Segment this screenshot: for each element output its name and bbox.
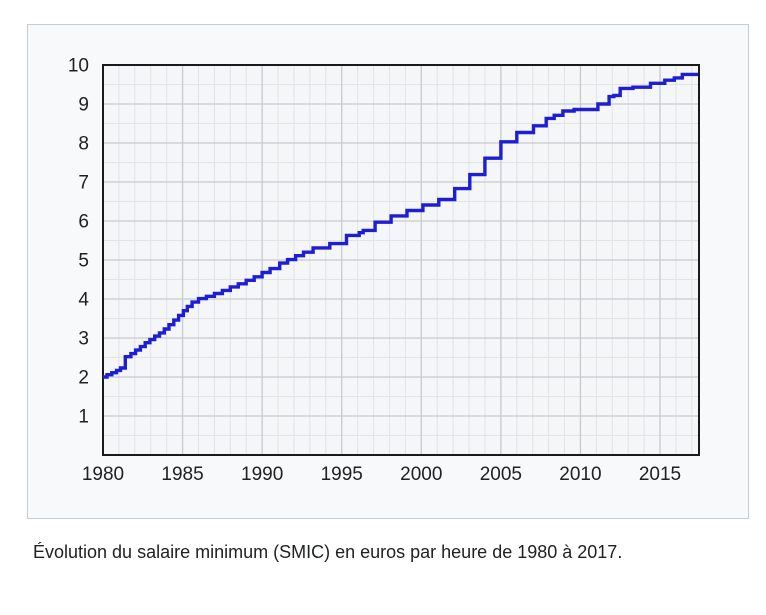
x-tick-label: 2015 bbox=[639, 464, 681, 485]
x-tick-label: 1985 bbox=[161, 464, 203, 485]
axis-labels: 1 2 3 4 5 6 7 8 9 10 1980 1985 1990 1995 2000 2005 2010 2… bbox=[68, 56, 681, 486]
y-tick-label: 8 bbox=[78, 134, 89, 155]
x-tick-label: 2010 bbox=[559, 464, 601, 485]
x-tick-label: 1980 bbox=[82, 464, 124, 485]
y-tick-label: 5 bbox=[78, 251, 89, 272]
figure-caption: Évolution du salaire minimum (SMIC) en e… bbox=[33, 542, 623, 562]
plot-border bbox=[102, 64, 700, 456]
smic-step-chart: 1 2 3 4 5 6 7 8 9 10 1980 1985 1990 1995 2000 2005 2010 2… bbox=[68, 56, 700, 486]
smic-line bbox=[103, 72, 698, 379]
smic-chart-figure: 1 2 3 4 5 6 7 8 9 10 1980 1985 1990 1995 2000 2005 2010 2… bbox=[27, 24, 749, 519]
y-tick-label: 10 bbox=[68, 56, 89, 77]
x-tick-label: 1995 bbox=[321, 464, 363, 485]
x-tick-label: 1990 bbox=[241, 464, 283, 485]
y-tick-label: 6 bbox=[78, 212, 89, 233]
y-tick-label: 2 bbox=[78, 368, 89, 389]
y-tick-label: 7 bbox=[78, 173, 89, 194]
y-tick-label: 4 bbox=[78, 290, 89, 311]
y-tick-label: 1 bbox=[78, 407, 89, 428]
y-tick-label: 3 bbox=[78, 329, 89, 350]
y-tick-label: 9 bbox=[78, 95, 89, 116]
grid-major bbox=[103, 65, 699, 455]
x-tick-label: 2005 bbox=[480, 464, 522, 485]
x-tick-label: 2000 bbox=[400, 464, 442, 485]
